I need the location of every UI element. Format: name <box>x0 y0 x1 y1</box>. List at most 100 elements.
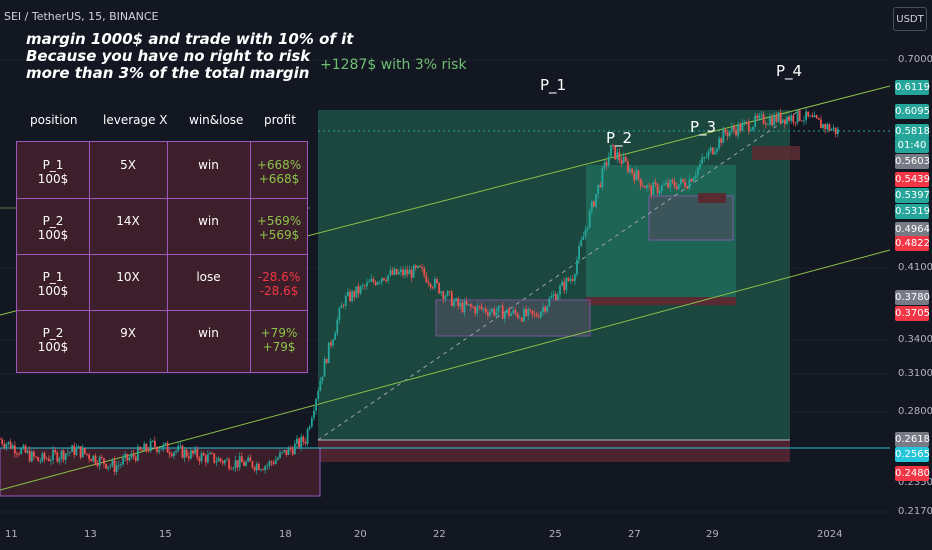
candle-body <box>37 457 40 462</box>
table-row-3-profit: -28.6% -28.6$ <box>257 270 301 298</box>
candle-body <box>64 453 67 460</box>
candle-body <box>257 463 260 471</box>
candle-body <box>618 152 621 161</box>
candle-body <box>629 168 631 172</box>
candle-body <box>397 271 400 275</box>
candle-body <box>571 279 574 281</box>
candle-body <box>588 211 591 228</box>
candle-body <box>709 147 712 152</box>
candle-body <box>523 308 525 322</box>
candle-body <box>764 123 767 125</box>
candle-body <box>646 185 648 188</box>
currency-button[interactable]: USDT <box>893 7 927 31</box>
x-tick: 11 <box>5 529 18 540</box>
candle-body <box>730 126 733 132</box>
x-tick: 27 <box>628 529 641 540</box>
candle-body <box>340 305 343 309</box>
candle-body <box>459 302 462 306</box>
candle-body <box>209 453 211 455</box>
candle-body <box>357 286 360 294</box>
price-tag: 0.3705 <box>895 306 930 321</box>
symbol-title: SEI / TetherUS, 15, BINANCE <box>4 10 159 23</box>
candle-body <box>279 452 281 458</box>
candle-body <box>537 316 540 318</box>
table-row-3-result: lose <box>196 270 221 284</box>
x-tick: 22 <box>433 529 446 540</box>
candle-body <box>166 442 169 453</box>
candle-body <box>542 307 544 312</box>
candle-body <box>796 110 799 123</box>
candle-body <box>412 265 415 278</box>
candle-body <box>561 281 564 286</box>
candle-body <box>546 305 549 312</box>
candle-body <box>593 201 595 207</box>
candle-body <box>491 309 494 312</box>
candle-body <box>185 449 188 457</box>
candle-body <box>310 418 313 427</box>
candle-body <box>586 227 589 230</box>
candle-body <box>96 463 99 466</box>
candle-body <box>98 456 101 466</box>
candle-body <box>686 186 689 189</box>
candle-body <box>529 309 532 311</box>
candle-body <box>308 426 311 429</box>
candle-body <box>573 274 576 281</box>
candle-body <box>66 452 69 454</box>
candle-body <box>56 452 59 462</box>
candle-body <box>383 278 385 281</box>
candle-body <box>306 428 309 444</box>
candle-body <box>83 448 86 454</box>
candle-body <box>334 333 337 340</box>
candle-body <box>658 190 661 193</box>
candle-body <box>206 454 209 463</box>
candle-body <box>766 124 769 126</box>
candle-body <box>380 278 383 282</box>
candle-body <box>238 456 241 468</box>
candle-body <box>168 452 171 455</box>
candle-body <box>194 448 197 454</box>
candle-body <box>711 147 714 155</box>
candle-body <box>531 310 534 314</box>
candle-body <box>535 314 538 317</box>
candle-body <box>597 184 600 194</box>
price-tag: 0.6119 <box>895 80 930 95</box>
candle-body <box>790 115 793 121</box>
candle-body <box>694 174 697 178</box>
candle-body <box>442 291 445 299</box>
candle-body <box>654 182 657 184</box>
candle-body <box>660 185 663 191</box>
candle-body <box>680 179 682 185</box>
candle-body <box>624 156 627 162</box>
candle-body <box>805 111 807 121</box>
candle-body <box>783 119 786 125</box>
candle-body <box>650 185 653 195</box>
candle-body <box>777 112 780 122</box>
candle-body <box>701 157 704 164</box>
candle-body <box>667 182 670 188</box>
candle-body <box>567 278 570 281</box>
candle-body <box>24 445 27 453</box>
candle-body <box>30 451 33 462</box>
candle-body <box>612 144 614 146</box>
candle-body <box>533 313 536 315</box>
candle-body <box>635 170 638 181</box>
x-tick: 18 <box>279 529 292 540</box>
candle-body <box>192 450 194 454</box>
candle-body <box>240 456 243 463</box>
candle-body <box>429 283 432 288</box>
price-tag: 0.5439 <box>895 172 930 187</box>
candle-body <box>554 294 557 300</box>
candle-body <box>130 453 133 458</box>
candle-body <box>158 450 160 452</box>
candle-body <box>175 450 177 453</box>
candle-body <box>9 441 12 449</box>
loss-zone-p2 <box>586 297 736 305</box>
table-row-3-position: P_1 100$ <box>37 270 69 298</box>
candle-body <box>268 461 271 466</box>
candle-body <box>548 298 551 306</box>
candle-body <box>3 443 6 448</box>
candle-body <box>497 305 500 312</box>
price-tag: 0.3780 <box>895 290 930 305</box>
candle-body <box>260 469 262 471</box>
